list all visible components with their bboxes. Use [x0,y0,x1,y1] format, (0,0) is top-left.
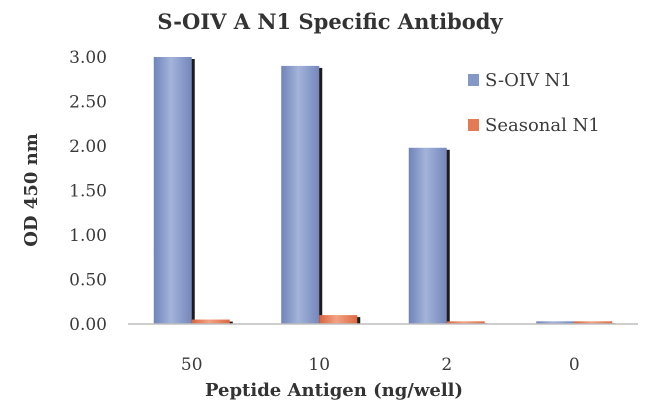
x-axis-title: Peptide Antigen (ng/well) [205,380,463,401]
y-axis-title: OD 450 nm [21,133,42,247]
bar-seasonal-n1-shadow [228,321,233,324]
bar-s-oiv-n1 [281,65,320,325]
y-tick-label: 3.00 [69,48,107,68]
y-tick-label: 2.00 [69,137,107,157]
bar-seasonal-n1 [574,321,613,324]
bar-seasonal-n1 [191,319,230,324]
y-tick-label: 1.50 [69,182,107,202]
y-tick-label: 2.50 [69,93,107,113]
legend-label-s-oiv-n1: S-OIV N1 [485,70,572,91]
bar-s-oiv-n1 [536,321,575,324]
bar-series-group [153,57,616,325]
legend-swatch-seasonal-n1 [468,119,479,131]
legend-swatch-s-oiv-n1 [468,74,479,86]
y-tick-label: 0.00 [69,315,107,335]
bar-s-oiv-n1 [408,147,447,324]
bar-seasonal-n1 [446,321,485,324]
bar-seasonal-n1-shadow [356,317,361,324]
x-axis-ticks: 50 10 2 0 [181,355,580,375]
bar-s-oiv-n1 [153,57,192,324]
legend-label-seasonal-n1: Seasonal N1 [485,115,600,136]
y-axis-ticks: 0.00 0.50 1.00 1.50 2.00 2.50 3.00 [69,48,107,335]
bar-s-oiv-n1-shadow [445,149,450,324]
y-tick-label: 1.00 [69,226,107,246]
chart-title: S-OIV A N1 Specific Antibody [157,9,503,34]
y-tick-label: 0.50 [69,271,107,291]
bar-seasonal-n1 [319,315,358,324]
chart-legend: S-OIV N1 Seasonal N1 [468,70,600,136]
bar-s-oiv-n1-shadow [190,59,195,324]
x-tick-label: 2 [441,355,452,375]
x-tick-label: 10 [308,355,330,375]
x-tick-label: 50 [181,355,203,375]
x-tick-label: 0 [569,355,580,375]
bar-s-oiv-n1-shadow [318,67,323,325]
